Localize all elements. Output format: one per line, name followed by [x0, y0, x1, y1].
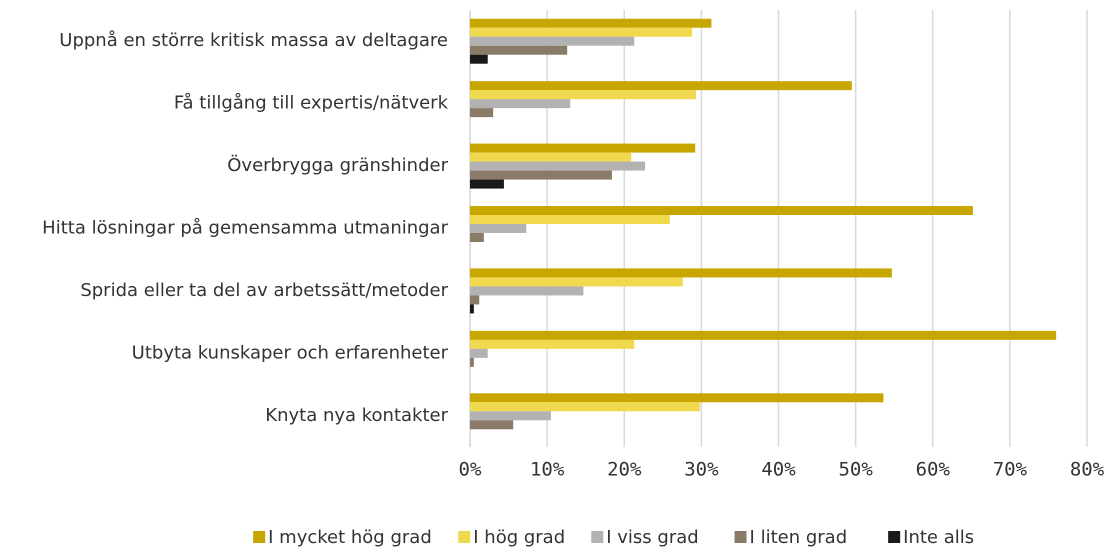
bar — [470, 420, 514, 430]
bar — [470, 393, 884, 403]
y-tick-label: Överbrygga gränshinder — [227, 154, 448, 176]
bar — [470, 304, 474, 314]
legend-swatch — [458, 531, 471, 543]
x-tick-label: 30% — [684, 459, 719, 481]
bar — [470, 215, 670, 224]
x-tick-label: 80% — [1070, 459, 1105, 481]
x-tick-label: 40% — [761, 459, 796, 481]
bar — [470, 27, 693, 37]
legend-label: Inte alls — [903, 527, 974, 548]
y-tick-label: Utbyta kunskaper och erfarenheter — [132, 342, 449, 363]
bar — [470, 206, 973, 215]
bar — [470, 161, 646, 171]
legend-label: I viss grad — [606, 527, 698, 548]
bar — [470, 170, 612, 180]
bar — [470, 152, 632, 162]
bar — [470, 81, 852, 91]
y-tick-label: Knyta nya kontakter — [265, 405, 448, 426]
bar — [470, 330, 1057, 340]
bar — [470, 108, 494, 118]
bar — [470, 233, 484, 242]
bar — [470, 99, 571, 109]
bar — [470, 411, 551, 421]
bar — [470, 348, 488, 358]
x-tick-label: 0% — [459, 459, 482, 481]
y-tick-label: Få tillgång till expertis/nätverk — [174, 93, 449, 114]
bar — [470, 402, 700, 412]
y-tick-label: Hitta lösningar på gemensamma utmaningar — [42, 218, 448, 239]
bar — [470, 45, 568, 55]
bar — [470, 36, 635, 46]
bar — [470, 179, 504, 189]
bar — [470, 54, 488, 64]
bar — [470, 268, 892, 278]
bar — [470, 224, 527, 233]
y-tick-label: Uppnå en större kritisk massa av deltaga… — [59, 30, 448, 51]
x-tick-label: 60% — [916, 459, 951, 481]
bar — [470, 357, 474, 367]
x-tick-label: 50% — [838, 459, 873, 481]
x-tick-label: 70% — [993, 459, 1028, 481]
bar — [470, 143, 696, 153]
y-tick-label: Sprida eller ta del av arbetssätt/metode… — [80, 280, 448, 301]
x-tick-label: 10% — [530, 459, 565, 481]
legend-swatch — [888, 531, 901, 543]
legend-swatch — [253, 531, 266, 543]
legend-swatch — [734, 531, 747, 543]
bar — [470, 295, 480, 305]
bar — [470, 339, 635, 349]
bar — [470, 286, 584, 296]
bar — [470, 277, 683, 287]
x-tick-label: 20% — [607, 459, 642, 481]
bar — [470, 18, 712, 28]
legend-label: I liten grad — [750, 527, 848, 548]
legend-swatch — [591, 531, 604, 543]
legend-label: I hög grad — [473, 527, 565, 548]
legend-label: I mycket hög grad — [268, 527, 432, 548]
bar — [470, 90, 696, 100]
